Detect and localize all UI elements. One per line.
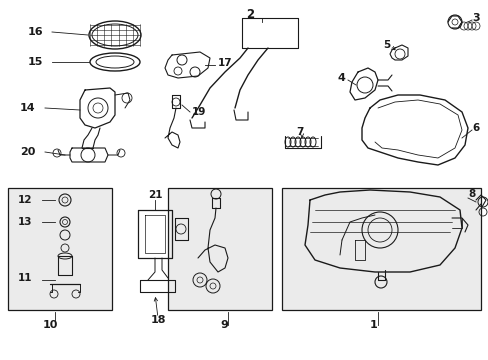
Text: 14: 14 xyxy=(20,103,36,113)
Text: 10: 10 xyxy=(42,320,58,330)
Text: 17: 17 xyxy=(218,58,232,68)
Text: 13: 13 xyxy=(18,217,32,227)
Text: 3: 3 xyxy=(471,13,479,23)
Text: 2: 2 xyxy=(245,8,254,21)
Text: 18: 18 xyxy=(150,315,165,325)
Text: 20: 20 xyxy=(20,147,35,157)
Text: 21: 21 xyxy=(147,190,162,200)
Text: 6: 6 xyxy=(471,123,478,133)
Bar xyxy=(8,188,112,310)
Text: 16: 16 xyxy=(28,27,43,37)
Text: 11: 11 xyxy=(18,273,32,283)
Text: 19: 19 xyxy=(192,107,206,117)
Text: 1: 1 xyxy=(369,320,377,330)
Text: 8: 8 xyxy=(467,189,474,199)
Bar xyxy=(168,188,271,310)
Text: 12: 12 xyxy=(18,195,32,205)
Text: 9: 9 xyxy=(220,320,227,330)
Text: 7: 7 xyxy=(296,127,303,137)
Text: 5: 5 xyxy=(382,40,389,50)
Bar xyxy=(282,188,480,310)
Text: 4: 4 xyxy=(336,73,345,83)
Text: 15: 15 xyxy=(28,57,43,67)
